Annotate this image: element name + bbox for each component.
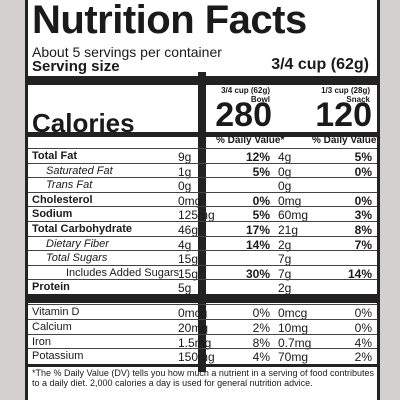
servings-per-container: About 5 servings per container xyxy=(32,44,222,60)
nutrient-col2-amount: 0mg xyxy=(278,193,302,208)
col2-header: 1/3 cup (28g) Snack xyxy=(278,86,370,104)
vitamin-col1-dv: 2% xyxy=(252,320,270,335)
col2-calories: 120 xyxy=(315,96,372,134)
nutrient-name: Includes Added Sugars xyxy=(66,266,180,279)
nutrient-col1-amount: 46g xyxy=(178,223,199,237)
nutrient-name: Cholesterol xyxy=(32,193,93,206)
nutrient-row: Includes Added Sugars 15g 30% 7g 14% xyxy=(28,264,377,281)
nutrient-col1-amount: 15g xyxy=(178,266,199,281)
nutrient-row: Protein 5g 2g xyxy=(28,279,377,295)
nutrient-name: Dietary Fiber xyxy=(46,237,109,250)
nutrient-col1-dv: 0% xyxy=(252,193,270,208)
vitamin-col1-amount: 20mg xyxy=(178,320,209,335)
nutrient-col2-amount: 60mg xyxy=(278,208,309,223)
nutrient-row: Dietary Fiber 4g 14% 2g 7% xyxy=(28,235,377,252)
nutrient-row: Total Carbohydrate 46g 17% 21g 8% xyxy=(28,221,377,237)
vitamin-name: Vitamin D xyxy=(32,306,80,318)
nutrient-col1-amount: 9g xyxy=(178,150,192,164)
vitamin-col2-amount: 0mcg xyxy=(278,306,308,320)
vitamin-col1-dv: 8% xyxy=(252,335,270,350)
col2-header-size: 1/3 cup (28g) xyxy=(321,86,370,95)
nutrient-col1-dv: 12% xyxy=(245,150,270,164)
vitamin-name: Iron xyxy=(32,335,51,348)
nutrient-row: Cholesterol 0mg 0% 0mg 0% xyxy=(28,191,377,208)
nutrient-row: Total Fat 9g 12% 4g 5% xyxy=(28,148,377,164)
footnote: *The % Daily Value (DV) tells you how mu… xyxy=(32,368,374,388)
nutrient-col2-amount: 2g xyxy=(278,281,292,296)
col1-dv-header: % Daily Value* xyxy=(216,135,285,146)
nutrient-col2-dv: 7% xyxy=(354,237,372,252)
nutrient-col2-amount: 7g xyxy=(278,266,292,281)
nutrient-col1-dv: 5% xyxy=(252,164,270,179)
serving-size-label: Serving size xyxy=(32,58,120,75)
nutrient-row: Sodium 125mg 5% 60mg 3% xyxy=(28,206,377,222)
nutrient-row: Total Sugars 15g 7g xyxy=(28,250,377,266)
nutrient-name: Protein xyxy=(32,281,70,294)
vitamin-name: Potassium xyxy=(32,350,84,363)
nutrient-row: Saturated Fat 1g 5% 0g 0% xyxy=(28,162,377,179)
vitamin-col1-amount: 0mcg xyxy=(178,306,208,320)
nutrient-name: Sodium xyxy=(32,208,73,221)
vitamin-col2-amount: 0.7mg xyxy=(278,335,312,350)
nutrient-col1-dv: 5% xyxy=(252,208,270,223)
nutrition-label: Nutrition Facts About 5 servings per con… xyxy=(25,0,380,400)
nutrient-name: Saturated Fat xyxy=(46,164,113,177)
nutrient-col2-dv: 0% xyxy=(354,164,372,179)
nutrient-col1-amount: 4g xyxy=(178,237,192,252)
nutrient-col1-dv: 17% xyxy=(245,223,270,237)
col2-header-name: Snack xyxy=(346,95,370,104)
col1-header-name: Bowl xyxy=(250,95,270,104)
nutrient-col2-amount: 7g xyxy=(278,252,292,267)
vitamin-col2-dv: 2% xyxy=(354,350,372,365)
vitamin-col2-dv: 0% xyxy=(354,306,372,320)
nutrient-col1-amount: 15g xyxy=(178,252,199,267)
nutrient-name: Trans Fat xyxy=(46,179,93,192)
vitamin-col2-dv: 4% xyxy=(354,335,372,350)
thick-divider-vitamins xyxy=(28,294,377,303)
vitamin-row: Vitamin D 0mcg 0% 0mcg 0% xyxy=(28,304,377,320)
column-divider xyxy=(198,72,206,372)
col1-header-size: 3/4 cup (62g) xyxy=(221,86,270,95)
vitamin-col2-amount: 70mg xyxy=(278,350,309,365)
nutrient-col2-dv: 14% xyxy=(347,266,372,281)
nutrient-col2-amount: 2g xyxy=(278,237,292,252)
thin-divider-footer xyxy=(28,364,377,367)
vitamin-col2-amount: 10mg xyxy=(278,320,309,335)
thick-divider-calories xyxy=(28,132,377,137)
nutrient-col2-amount: 0g xyxy=(278,164,292,179)
nutrient-col1-amount: 0mg xyxy=(178,193,202,208)
nutrient-col2-dv: 3% xyxy=(354,208,372,223)
nutrient-col2-amount: 0g xyxy=(278,179,292,194)
nutrient-col2-dv: 0% xyxy=(354,193,372,208)
vitamin-col1-dv: 4% xyxy=(252,350,270,365)
nutrient-col1-amount: 5g xyxy=(178,281,192,296)
nutrient-name: Total Fat xyxy=(32,150,78,162)
nutrient-col1-amount: 1g xyxy=(178,164,192,179)
col1-calories: 280 xyxy=(215,96,272,134)
col1-header: 3/4 cup (62g) Bowl xyxy=(178,86,270,104)
vitamin-col2-dv: 0% xyxy=(354,320,372,335)
nutrient-col1-amount: 0g xyxy=(178,179,192,194)
nutrient-col2-amount: 21g xyxy=(278,223,299,237)
nutrient-col2-dv: 8% xyxy=(354,223,372,237)
serving-size-value: 3/4 cup (62g) xyxy=(271,56,369,73)
nutrient-row: Trans Fat 0g 0g xyxy=(28,177,377,193)
nutrient-col2-dv: 5% xyxy=(354,150,372,164)
nutrient-name: Total Carbohydrate xyxy=(32,223,133,235)
vitamin-row: Potassium 150mg 4% 70mg 2% xyxy=(28,348,377,364)
col2-dv-header: % Daily Value* xyxy=(312,135,381,146)
nutrient-col1-amount: 125mg xyxy=(178,208,215,223)
nutrient-col1-dv: 30% xyxy=(245,266,270,281)
vitamin-name: Calcium xyxy=(32,320,72,333)
vitamin-col1-dv: 0% xyxy=(252,306,270,320)
vitamin-col1-amount: 1.5mg xyxy=(178,335,212,350)
vitamin-col1-amount: 150mg xyxy=(178,350,215,365)
label-title: Nutrition Facts xyxy=(32,0,307,42)
nutrient-name: Total Sugars xyxy=(46,252,108,265)
nutrient-col1-dv: 14% xyxy=(245,237,270,252)
nutrient-col2-amount: 4g xyxy=(278,150,292,164)
vitamin-row: Iron 1.5mg 8% 0.7mg 4% xyxy=(28,333,377,350)
vitamin-row: Calcium 20mg 2% 10mg 0% xyxy=(28,318,377,335)
